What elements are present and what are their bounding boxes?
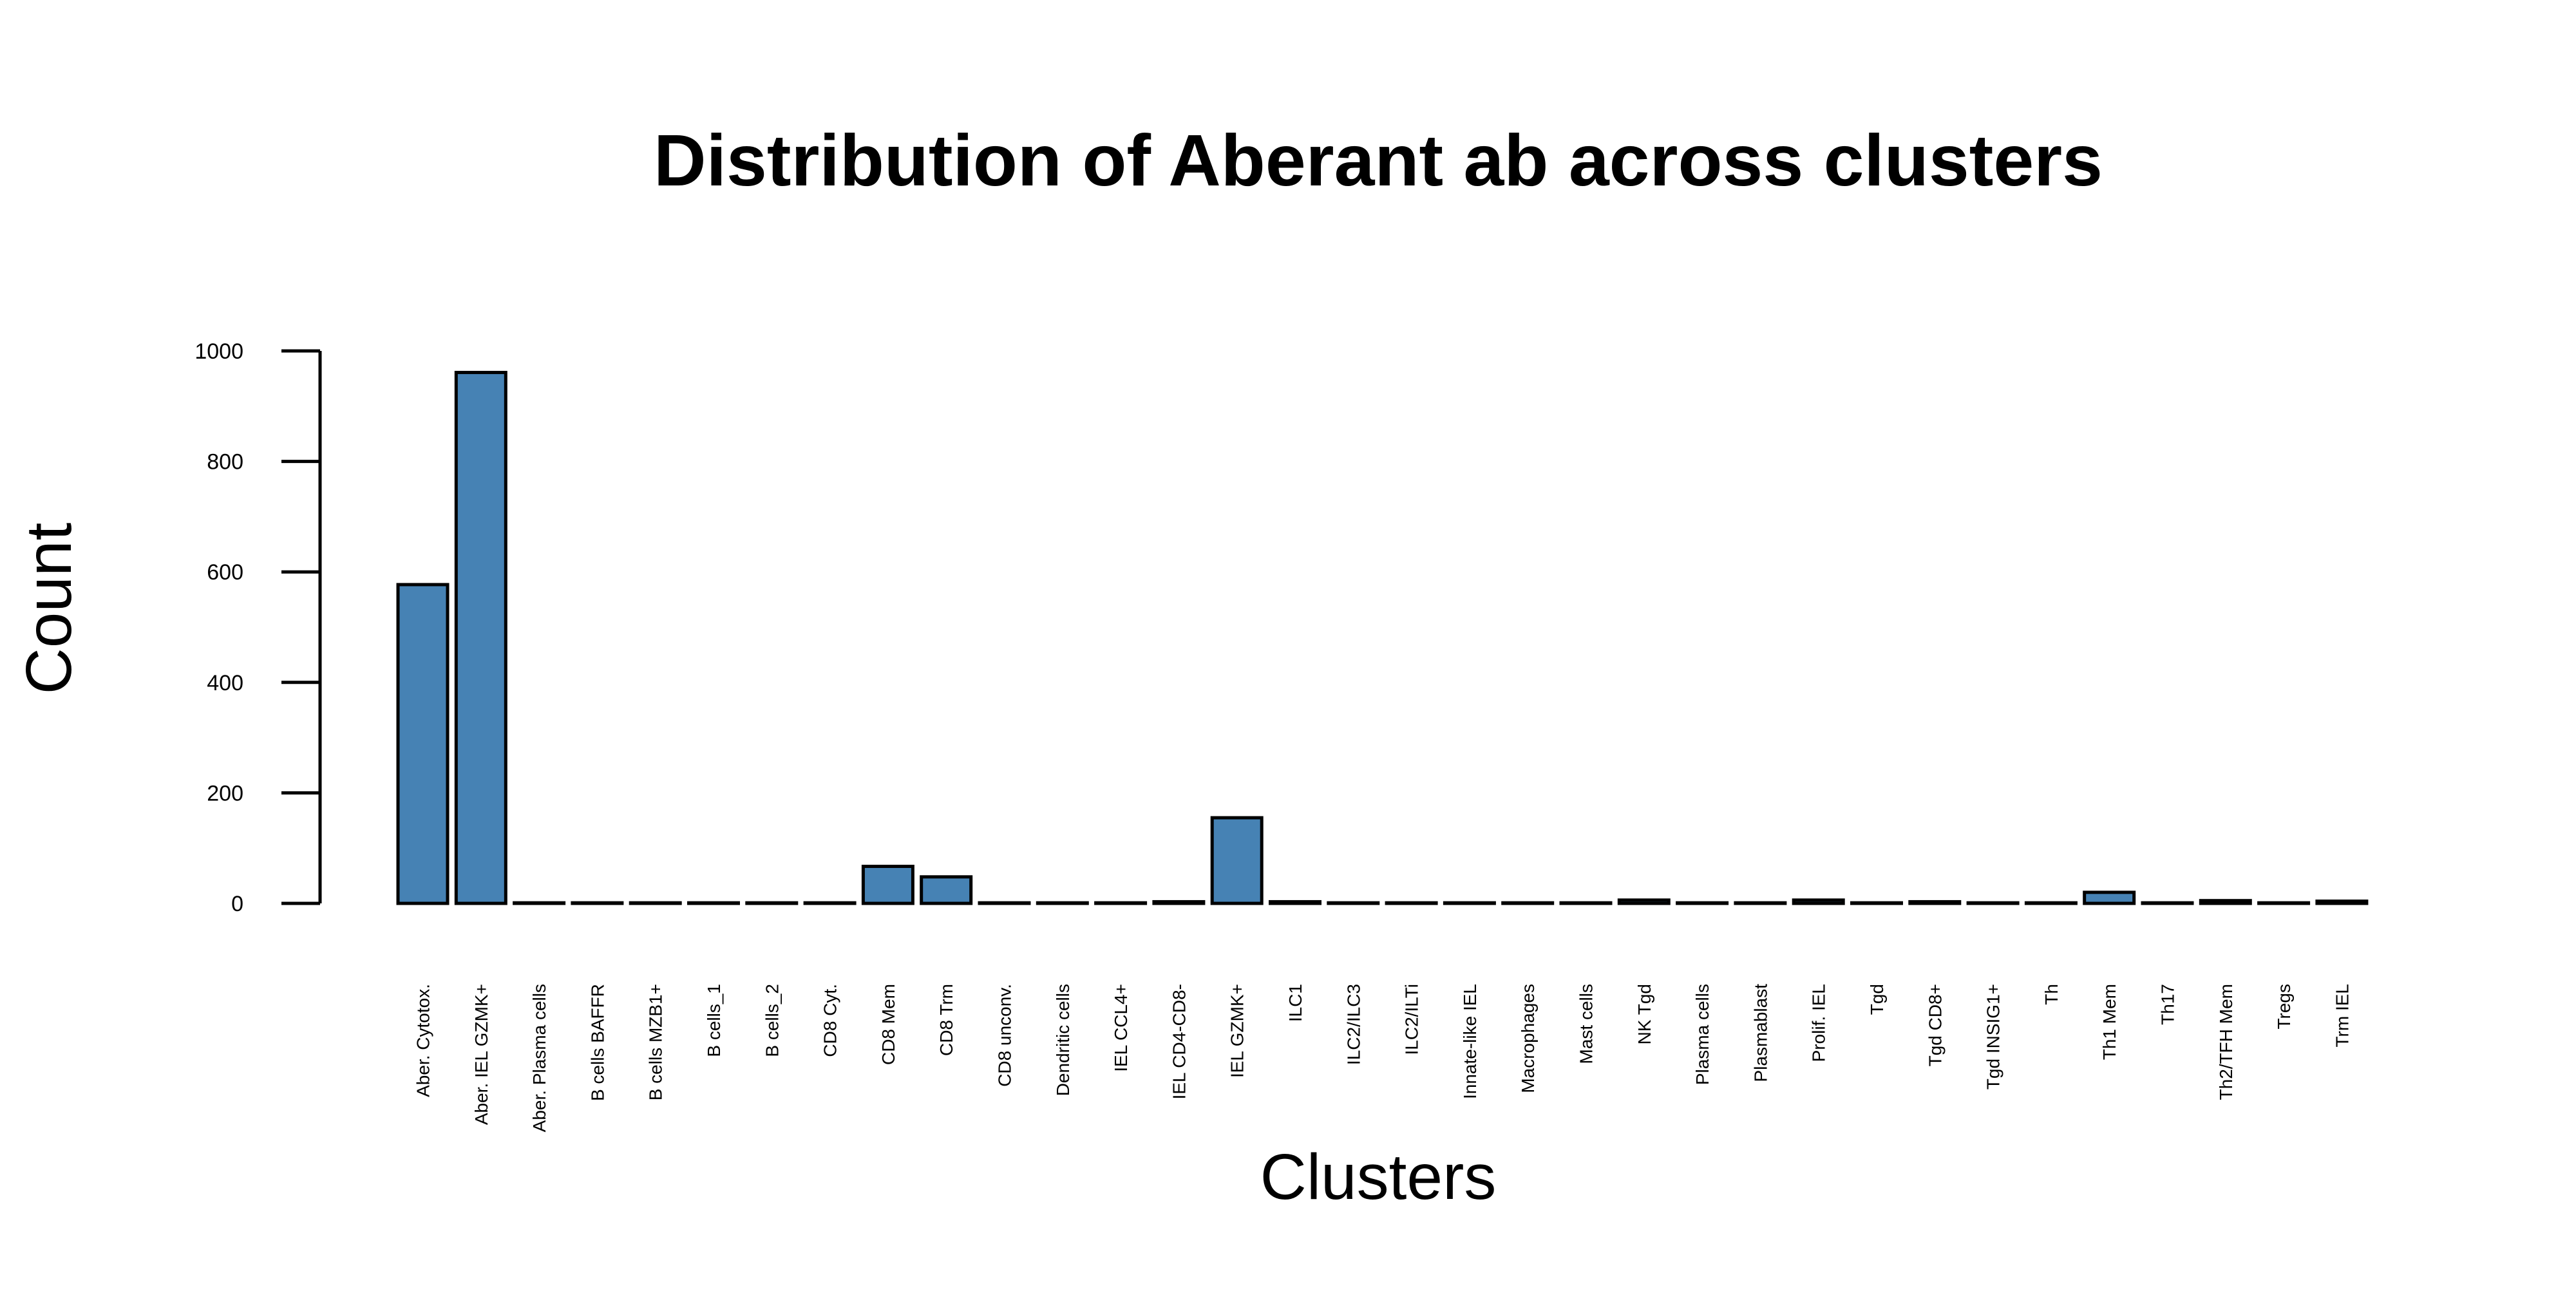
x-tick-label: Tregs [2274, 984, 2294, 1030]
x-tick-label: Dendritic cells [1053, 984, 1073, 1096]
x-tick-label: Th2/TFH Mem [2216, 984, 2236, 1100]
x-tick-label: B cells MZB1+ [646, 984, 666, 1100]
x-tick-label: CD8 unconv. [995, 984, 1015, 1087]
bar [1152, 900, 1206, 905]
y-tick-label: 800 [207, 450, 243, 475]
bar [396, 583, 450, 905]
x-tick-label: Trm IEL [2332, 984, 2352, 1048]
x-tick-label: NK Tgd [1634, 984, 1654, 1044]
bar [861, 865, 914, 905]
x-tick-label: Innate-like IEL [1460, 984, 1480, 1099]
y-tick-label: 0 [231, 892, 243, 916]
x-tick-label: Mast cells [1577, 984, 1596, 1064]
y-tick-label: 200 [207, 781, 243, 806]
x-tick-label: Tgd INSIG1+ [1984, 984, 2003, 1089]
y-tick-label: 1000 [194, 339, 243, 364]
x-tick-label: Tgd CD8+ [1925, 984, 1945, 1066]
x-tick-label: Th1 Mem [2099, 984, 2119, 1060]
y-tick-label: 400 [207, 671, 243, 695]
x-tick-label: CD8 Trm [936, 984, 956, 1056]
x-tick-label: Th [2041, 984, 2061, 1005]
x-tick-label: Prolif. IEL [1809, 984, 1829, 1062]
x-tick-label: ILC1 [1285, 984, 1305, 1022]
bar [1792, 898, 1845, 905]
x-tick-label: Plasmablast [1750, 984, 1770, 1082]
y-axis: 0 200 400 600 800 1000 [194, 339, 322, 916]
x-tick-label: B cells BAFFR [587, 984, 607, 1101]
bar [454, 370, 507, 905]
chart-title: Distribution of Aberant ab across cluste… [654, 120, 2103, 201]
bar [1908, 900, 1962, 905]
x-tick-label: IEL CCL4+ [1111, 984, 1131, 1072]
x-axis-title: Clusters [1260, 1141, 1497, 1213]
x-tick-labels: Aber. Cytotox. Aber. IEL GZMK+ Aber. Plasm… [413, 984, 2353, 1133]
x-tick-label: Plasma cells [1692, 984, 1712, 1085]
x-tick-label: Aber. Cytotox. [413, 984, 433, 1097]
x-tick-label: Th17 [2158, 984, 2178, 1025]
x-tick-label: Aber. Plasma cells [529, 984, 549, 1132]
y-axis-title: Count [13, 522, 85, 694]
bars [396, 370, 2369, 905]
x-tick-label: Tgd [1867, 984, 1887, 1015]
bar [2199, 899, 2252, 905]
y-tick-label: 600 [207, 560, 243, 585]
x-tick-label: CD8 Mem [878, 984, 898, 1065]
x-tick-label: IEL GZMK+ [1227, 984, 1247, 1078]
x-tick-label: CD8 Cyt. [820, 984, 840, 1057]
x-tick-label: ILC2/ILTi [1402, 984, 1422, 1055]
bar [2315, 900, 2369, 905]
x-tick-label: ILC2/ILC3 [1343, 984, 1363, 1065]
bar [1210, 816, 1264, 905]
x-tick-label: IEL CD4-CD8- [1169, 984, 1189, 1099]
x-tick-label: B cells_1 [704, 984, 724, 1057]
x-tick-label: Macrophages [1518, 984, 1538, 1093]
x-tick-label: B cells_2 [762, 984, 782, 1057]
bar [1269, 900, 1321, 905]
bar [920, 875, 973, 905]
bar [1617, 898, 1671, 905]
x-tick-label: Aber. IEL GZMK+ [471, 984, 491, 1125]
bar [2083, 891, 2136, 905]
